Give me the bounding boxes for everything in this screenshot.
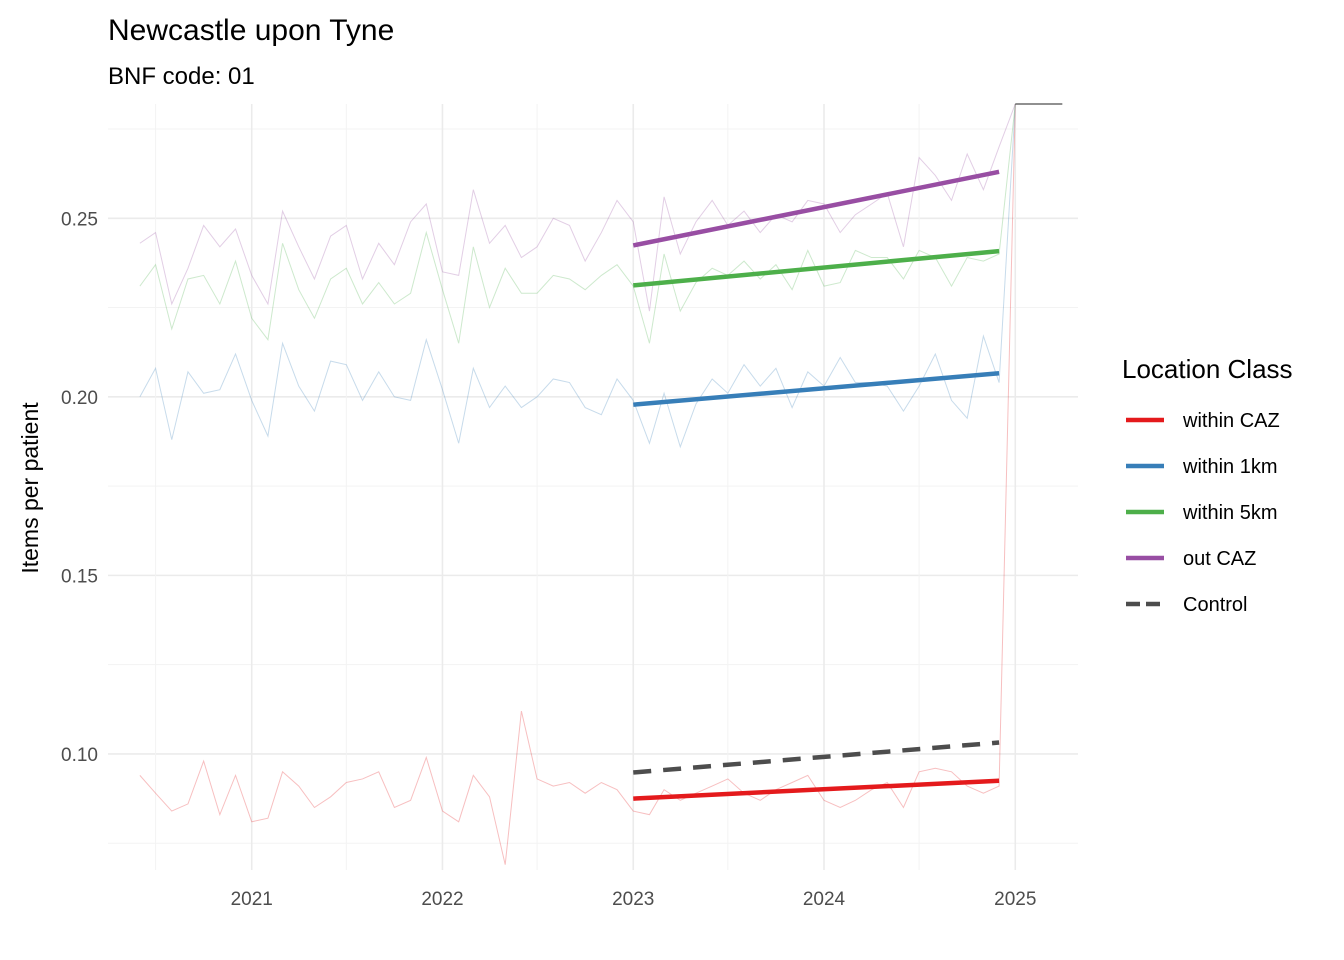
- y-tick-label: 0.20: [61, 388, 98, 409]
- trend-line-within-5km: [633, 248, 1000, 288]
- trend-line-within-1km: [633, 371, 1000, 407]
- grid-lines: [108, 104, 1078, 870]
- x-tick-label: 2024: [803, 889, 846, 910]
- raw-series-line: [139, 103, 1016, 344]
- x-tick-label: 2025: [994, 889, 1036, 910]
- y-tick-label: 0.25: [61, 209, 98, 230]
- trend-lines: [632, 169, 1000, 801]
- legend-title: Location Class: [1122, 354, 1293, 384]
- trend-line-within-caz: [633, 778, 1000, 801]
- y-tick-label: 0.15: [61, 566, 98, 587]
- legend-label: Control: [1183, 594, 1247, 616]
- raw-series-line: [139, 103, 1016, 449]
- x-tick-label: 2022: [421, 889, 463, 910]
- trend-line-out-caz: [632, 169, 1000, 248]
- chart-title: Newcastle upon Tyne: [108, 14, 394, 47]
- raw-series-line: [139, 103, 1016, 312]
- tick-labels: 2021 2022 2023 2024 2025 0.10 0.15 0.20 0.25: [61, 209, 1036, 910]
- x-tick-label: 2023: [612, 889, 654, 910]
- legend-label: within CAZ: [1182, 410, 1280, 432]
- legend-label: out CAZ: [1183, 548, 1256, 570]
- legend: Location Class within CAZ within 1km withi…: [1122, 354, 1293, 616]
- legend-label: within 1km: [1182, 456, 1277, 478]
- raw-series-line: [139, 103, 1016, 865]
- trend-line-control: [633, 740, 1000, 775]
- legend-label: within 5km: [1182, 502, 1277, 524]
- y-axis-title: Items per patient: [17, 402, 43, 574]
- y-tick-label: 0.10: [61, 745, 98, 766]
- chart-subtitle: BNF code: 01: [108, 63, 255, 90]
- x-tick-label: 2021: [231, 889, 273, 910]
